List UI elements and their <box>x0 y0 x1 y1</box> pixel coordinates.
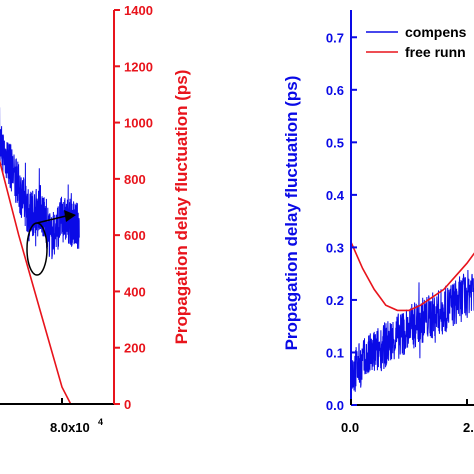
legend: compens free runn <box>366 24 467 60</box>
annotation-arrow-line <box>36 215 67 224</box>
left-right-axis-tick-label: 600 <box>124 228 146 243</box>
right-y-axis-tick-label: 0.4 <box>326 188 345 203</box>
right-y-axis-tick-label: 0.6 <box>326 83 344 98</box>
left-right-axis-tick-label: 1400 <box>124 3 153 18</box>
right-panel: 0.0 0.1 0.2 0.3 0.4 0.5 0.6 0.7 0.0 2.0x1 Propag… <box>282 10 474 435</box>
left-right-axis-tick-label: 200 <box>124 341 146 356</box>
right-x-axis-tick-label: 2.0x1 <box>463 420 474 435</box>
left-right-axis-tick-label: 1200 <box>124 59 153 74</box>
right-x-axis-ticks: 0.0 2.0x1 <box>341 399 474 435</box>
left-right-axis-tick-label: 400 <box>124 284 146 299</box>
right-blue-trace-path <box>350 269 474 392</box>
annotation-ellipse <box>26 222 48 276</box>
arrow-right-icon <box>64 210 76 222</box>
right-y-axis-tick-label: 0.7 <box>326 30 344 45</box>
left-right-axis-tick-label: 800 <box>124 172 146 187</box>
right-y-axis-tick-label: 0.2 <box>326 293 344 308</box>
left-red-series-line <box>0 159 72 405</box>
left-right-axis-label: Propagation delay fluctuation (ps) <box>172 70 191 345</box>
right-y-axis-tick-label: 0.3 <box>326 240 344 255</box>
right-y-axis-tick-label: 0.1 <box>326 345 344 360</box>
right-red-series-line <box>350 241 474 312</box>
left-x-tick-label-8e4: 8.0x10 <box>50 420 90 435</box>
legend-label-compens: compens <box>405 24 467 40</box>
right-blue-series-trace <box>350 269 474 392</box>
left-blue-series-trace <box>0 107 80 260</box>
legend-label-free-runn: free runn <box>405 44 466 60</box>
right-y-axis-ticks: 0.0 0.1 0.2 0.3 0.4 0.5 0.6 0.7 <box>326 30 357 413</box>
right-y-axis-tick-label: 0.0 <box>326 398 344 413</box>
left-right-axis-tick-label: 0 <box>124 397 131 412</box>
left-blue-trace-path <box>0 107 80 260</box>
right-x-axis-tick-label: 0.0 <box>341 420 359 435</box>
left-x-tick-exponent: 4 <box>98 417 103 427</box>
left-right-axis-tick-label: 1000 <box>124 116 153 131</box>
right-y-axis-label: Propagation delay fluctuation (ps) <box>282 76 301 351</box>
right-y-axis-tick-label: 0.5 <box>326 135 344 150</box>
left-right-axis-ticks: 0 200 400 600 800 1000 1200 1400 <box>114 3 153 412</box>
left-panel: 0 200 400 600 800 1000 1200 1400 8.0x10 4 Propa… <box>0 3 191 435</box>
